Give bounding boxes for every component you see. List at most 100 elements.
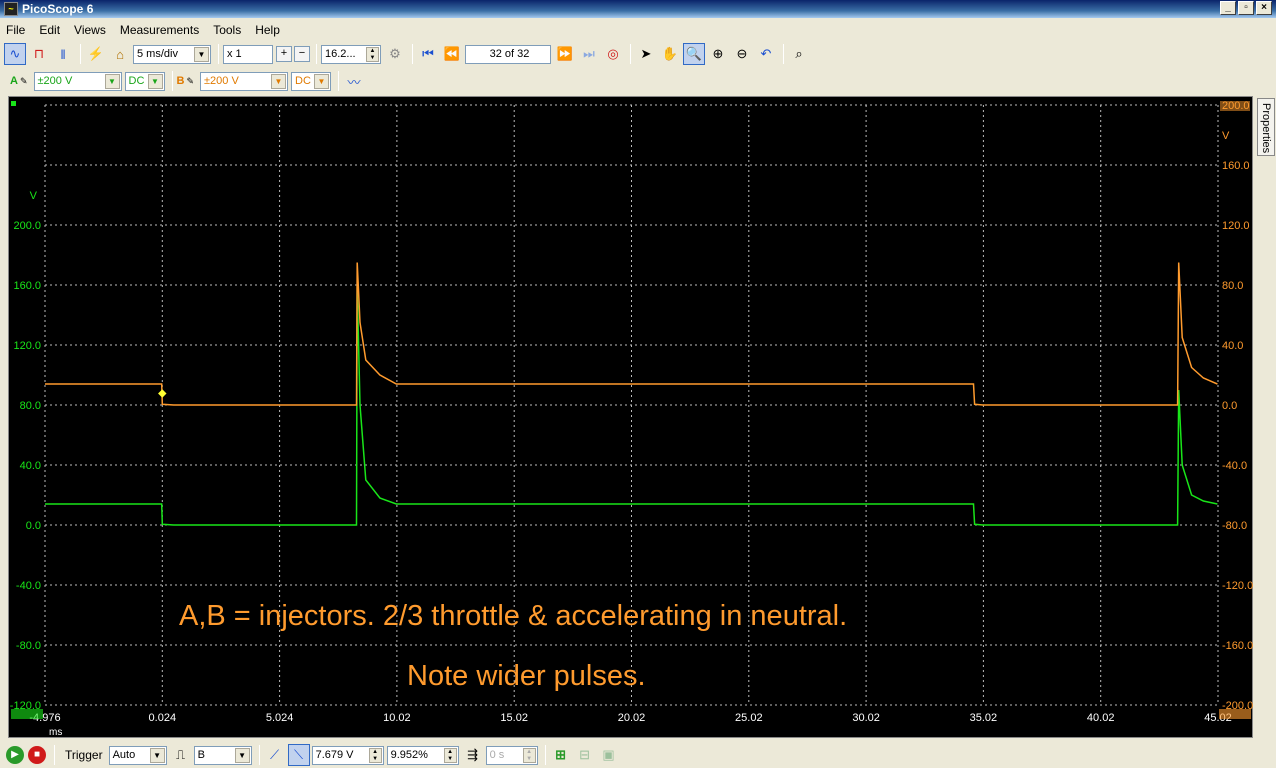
menu-file[interactable]: File bbox=[6, 23, 26, 37]
menu-edit[interactable]: Edit bbox=[39, 23, 61, 37]
zoom-minus-button[interactable]: − bbox=[294, 46, 310, 62]
chevron-down-icon: ▼ bbox=[147, 73, 163, 89]
last-buffer-icon[interactable]: ⏭ bbox=[583, 46, 595, 61]
right-tick-label: 160.0 bbox=[1222, 160, 1250, 172]
right-tick-label: -160.0 bbox=[1222, 640, 1253, 652]
zoom-overview-icon[interactable]: ⌕ bbox=[795, 46, 803, 61]
minimize-button[interactable]: _ bbox=[1220, 1, 1236, 15]
samples-spinner[interactable]: 16.2... ▲ ▼ bbox=[321, 44, 381, 64]
chevron-down-icon: ▼ bbox=[271, 73, 286, 89]
channel-a-coupling-select[interactable]: DC ▼ bbox=[124, 71, 165, 91]
series-line bbox=[45, 262, 1218, 406]
properties-tab[interactable]: Properties bbox=[1257, 98, 1275, 156]
previous-buffer-icon[interactable]: ⏪ bbox=[443, 46, 461, 61]
buffer-position-field[interactable]: 32 of 32 bbox=[465, 44, 551, 64]
channel-toolbar: A ✎ ±200 V ▼ DC ▼ B ✎ ±200 V ▼ DC ▼ 〰 bbox=[0, 68, 1276, 94]
pretrigger-spinner[interactable]: 9.952% ▲ ▼ bbox=[386, 745, 459, 765]
chevron-down-icon: ▼ bbox=[149, 747, 165, 763]
trigger-mode-select[interactable]: Auto ▼ bbox=[108, 745, 167, 765]
trigger-marker-icon bbox=[158, 389, 167, 398]
zoom-plus-button[interactable]: + bbox=[276, 46, 292, 62]
channel-options-icon[interactable]: 〰 bbox=[347, 74, 361, 90]
waveform-chart: -4.976 0.024 5.024 10.02 15.02 20.02 25.02 30.0… bbox=[10, 100, 1253, 738]
right-tick-label: 120.0 bbox=[1222, 220, 1250, 232]
close-button[interactable]: × bbox=[1256, 1, 1272, 15]
scope-view[interactable]: -4.976 0.024 5.024 10.02 15.02 20.02 25.02 30.0… bbox=[8, 96, 1253, 738]
right-axis-unit: V bbox=[1222, 130, 1230, 142]
right-axis-top-handle bbox=[1220, 101, 1250, 111]
trigger-label: Trigger bbox=[65, 748, 103, 762]
channel-b-range-select[interactable]: ±200 V ▼ bbox=[200, 71, 288, 91]
channel-b-label[interactable]: B bbox=[176, 75, 185, 87]
maximize-button[interactable]: ▫ bbox=[1238, 1, 1254, 15]
left-tick-label: 40.0 bbox=[20, 460, 41, 472]
left-tick-label: -40.0 bbox=[16, 580, 41, 592]
remove-ruler-icon[interactable]: ⊟ bbox=[579, 747, 591, 762]
post-trigger-delay-icon[interactable]: ⇶ bbox=[467, 747, 479, 762]
zoom-out-icon[interactable]: ⊖ bbox=[736, 46, 748, 61]
x-tick-label: 25.02 bbox=[735, 712, 763, 724]
left-tick-label: 120.0 bbox=[13, 340, 41, 352]
view-origin-marker bbox=[11, 101, 16, 106]
status-bar: ▶ ■ Trigger Auto ▼ ⎍ B ▼ ⟋ ⟍ 7.679 V ▲ ▼ 9.9… bbox=[0, 742, 1276, 768]
left-tick-label: -80.0 bbox=[16, 640, 41, 652]
channel-b-coupling-select[interactable]: DC ▼ bbox=[291, 71, 331, 91]
advanced-trigger-icon[interactable]: ⎍ bbox=[176, 747, 186, 762]
chevron-down-icon: ▼ bbox=[234, 747, 250, 763]
delay-spinner[interactable]: 0 s ▲ ▼ bbox=[485, 745, 538, 765]
left-axis-handle bbox=[11, 709, 43, 719]
persistence-mode-icon[interactable]: ⊓ bbox=[33, 46, 45, 61]
left-tick-label: 80.0 bbox=[20, 400, 41, 412]
x-tick-label: 15.02 bbox=[500, 712, 528, 724]
run-icon[interactable]: ▶ bbox=[6, 746, 24, 764]
samples-settings-icon[interactable]: ⚙ bbox=[389, 46, 401, 61]
x-tick-label: 30.02 bbox=[852, 712, 880, 724]
menu-tools[interactable]: Tools bbox=[213, 23, 242, 37]
hand-tool-icon[interactable]: ✋ bbox=[661, 46, 679, 61]
ruler-settings-icon[interactable]: ▣ bbox=[602, 747, 615, 762]
spectrum-mode-icon[interactable]: ‖ bbox=[60, 46, 66, 62]
channel-a-probe-icon[interactable]: ✎ bbox=[19, 75, 28, 86]
menu-measurements[interactable]: Measurements bbox=[119, 23, 200, 37]
pointer-tool-icon[interactable]: ➤ bbox=[640, 46, 652, 61]
zoom-factor-field[interactable]: x 1 bbox=[223, 44, 273, 64]
menu-bar: File Edit Views Measurements Tools Help bbox=[0, 20, 1276, 40]
x-tick-label: 35.02 bbox=[970, 712, 998, 724]
undo-zoom-icon[interactable]: ↶ bbox=[760, 46, 772, 61]
trigger-source-select[interactable]: B ▼ bbox=[193, 745, 252, 765]
rising-edge-icon[interactable]: ⟋ bbox=[270, 747, 280, 762]
scope-mode-icon[interactable]: ∿ bbox=[4, 43, 26, 65]
right-tick-label: 40.0 bbox=[1222, 340, 1243, 352]
window-title: PicoScope 6 bbox=[22, 2, 94, 16]
main-toolbar: ∿ ⊓ ‖ ⚡ ⌂ 5 ms/div ▼ x 1 + − 16.2... ▲ ▼ ⚙ … bbox=[0, 41, 1276, 67]
spinner-arrows-icon: ▲ ▼ bbox=[366, 46, 379, 62]
left-tick-label: 0.0 bbox=[26, 520, 41, 532]
menu-views[interactable]: Views bbox=[74, 23, 106, 37]
channel-b-probe-icon[interactable]: ✎ bbox=[186, 75, 194, 86]
home-icon[interactable]: ⌂ bbox=[116, 46, 124, 62]
zoom-tool-icon[interactable]: 🔍 bbox=[683, 43, 705, 65]
left-tick-label: 200.0 bbox=[13, 220, 41, 232]
zoom-in-icon[interactable]: ⊕ bbox=[712, 46, 724, 61]
oscilloscope-icon: ~ bbox=[4, 2, 18, 16]
spinner-arrows-icon: ▲ ▼ bbox=[368, 747, 382, 763]
x-axis-unit: ms bbox=[49, 727, 62, 738]
annotation-text: Note wider pulses. bbox=[407, 660, 646, 692]
channel-a-label[interactable]: A bbox=[10, 75, 18, 87]
stop-icon[interactable]: ■ bbox=[28, 746, 46, 764]
right-tick-label: 0.0 bbox=[1222, 400, 1237, 412]
add-ruler-icon[interactable]: ⊞ bbox=[555, 747, 567, 762]
auto-setup-icon[interactable]: ⚡ bbox=[87, 46, 105, 61]
timebase-select[interactable]: 5 ms/div ▼ bbox=[133, 44, 211, 64]
chevron-down-icon: ▼ bbox=[104, 73, 120, 89]
next-buffer-icon[interactable]: ⏩ bbox=[556, 46, 574, 61]
menu-help[interactable]: Help bbox=[255, 23, 280, 37]
trigger-threshold-spinner[interactable]: 7.679 V ▲ ▼ bbox=[311, 745, 384, 765]
channel-a-range-select[interactable]: ±200 V ▼ bbox=[33, 71, 122, 91]
falling-edge-icon[interactable]: ⟍ bbox=[287, 744, 310, 766]
chevron-down-icon: ▼ bbox=[194, 46, 209, 62]
title-bar: ~ PicoScope 6 _ ▫ × bbox=[0, 0, 1276, 18]
left-axis-unit: V bbox=[30, 190, 38, 202]
first-buffer-icon[interactable]: ⏮ bbox=[422, 46, 434, 61]
buffer-navigator-icon[interactable]: ◎ bbox=[607, 46, 619, 61]
